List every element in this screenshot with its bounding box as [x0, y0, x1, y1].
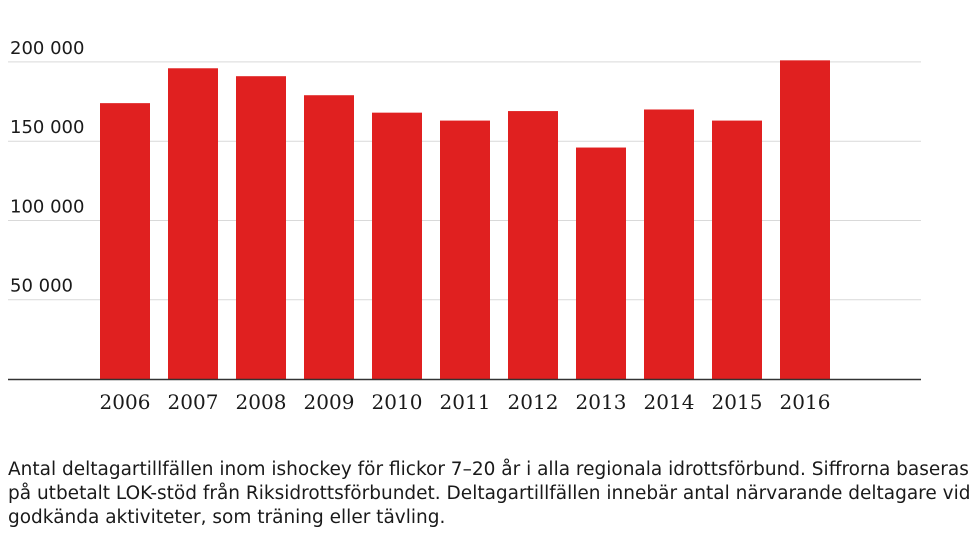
chart-caption: Antal deltagartillfällen inom ishockey f…	[8, 459, 971, 528]
bar-2010	[372, 112, 422, 379]
y-axis-tick-labels: 50 000 100 000 150 000 200 000	[10, 38, 84, 297]
bar-2011	[440, 120, 490, 380]
bar-2016	[780, 60, 830, 380]
x-tick-label: 2010	[372, 390, 423, 414]
bar-2009	[304, 95, 354, 379]
bar-2015	[712, 120, 762, 380]
bar-2006	[100, 103, 150, 380]
bars	[100, 60, 830, 380]
bar-2012	[508, 111, 558, 379]
source-logo-fragment	[10, 544, 28, 551]
y-tick-label: 150 000	[10, 117, 84, 138]
y-tick-label: 200 000	[10, 38, 84, 59]
x-tick-label: 2009	[304, 390, 355, 414]
bar-2013	[576, 147, 626, 379]
bar-chart: 50 000 100 000 150 000 200 000 2006 2007 2008…	[8, 38, 921, 414]
x-tick-label: 2007	[168, 390, 219, 414]
x-tick-label: 2008	[236, 390, 287, 414]
y-tick-label: 100 000	[10, 196, 84, 217]
bar-2014	[644, 109, 694, 380]
bar-2007	[168, 68, 218, 379]
x-tick-label: 2014	[644, 390, 695, 414]
x-tick-label: 2015	[712, 390, 763, 414]
x-tick-label: 2006	[100, 390, 151, 414]
x-tick-label: 2012	[508, 390, 559, 414]
x-axis-tick-labels: 2006 2007 2008 2009 2010 2011 2012 2013 2014 2015…	[100, 390, 831, 414]
x-tick-label: 2013	[576, 390, 627, 414]
y-tick-label: 50 000	[10, 276, 73, 297]
x-tick-label: 2016	[780, 390, 831, 414]
bar-2008	[236, 76, 286, 379]
x-tick-label: 2011	[440, 390, 491, 414]
